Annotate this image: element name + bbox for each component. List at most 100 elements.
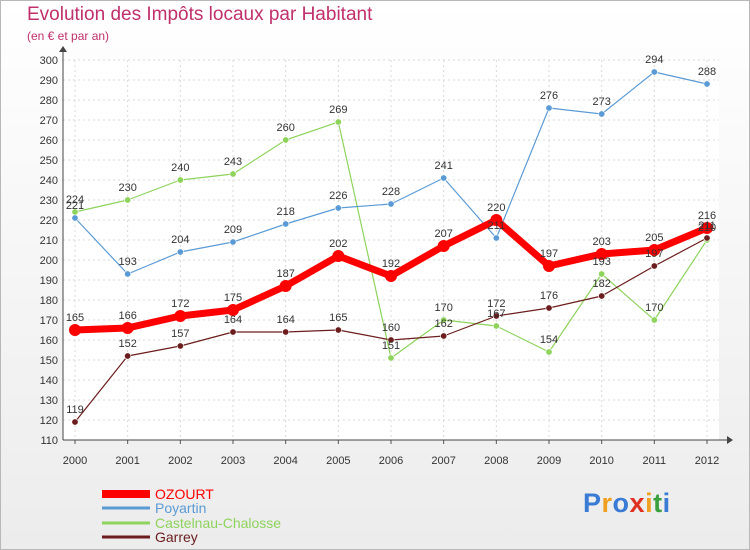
proxiti-logo: Proxiti [583, 488, 671, 519]
data-point [282, 328, 290, 336]
x-tick-label: 2012 [695, 455, 719, 467]
data-point [385, 270, 397, 282]
axes [59, 46, 733, 444]
data-label: 269 [329, 104, 347, 116]
data-label: 218 [276, 206, 294, 218]
data-point [492, 322, 500, 330]
y-tick-label: 170 [40, 315, 58, 327]
data-point [490, 214, 503, 226]
data-point [545, 348, 553, 356]
data-point [229, 170, 237, 178]
data-point [174, 310, 187, 322]
tick-labels: 110 120 130 140 150 160 170 180 190 200 210 220 230 2… [40, 55, 720, 467]
data-label: 164 [276, 314, 294, 326]
y-tick-label: 250 [40, 155, 58, 167]
y-tick-label: 110 [40, 435, 58, 447]
logo-letter: t [653, 488, 663, 518]
data-point [598, 292, 606, 300]
data-label: 204 [171, 234, 189, 246]
y-tick-label: 160 [40, 335, 58, 347]
data-point [440, 174, 448, 182]
y-tick-label: 280 [40, 95, 58, 107]
legend-entry: Poyartin [155, 500, 206, 516]
data-label: 230 [118, 182, 136, 194]
data-label: 152 [118, 338, 136, 350]
y-axis-arrow [59, 46, 67, 52]
logo-letter: i [645, 488, 654, 518]
legend-entry: OZOURT [155, 486, 214, 502]
data-label: 294 [645, 54, 663, 66]
data-point [701, 222, 713, 234]
data-point [387, 354, 395, 362]
y-tick-label: 180 [40, 295, 58, 307]
x-tick-label: 2011 [643, 455, 667, 467]
data-point [648, 244, 661, 256]
data-point [440, 316, 448, 324]
x-tick-label: 2008 [484, 455, 508, 467]
data-label: 170 [645, 302, 663, 314]
data-label: 202 [329, 238, 347, 250]
y-tick-label: 190 [40, 275, 58, 287]
data-point [387, 336, 395, 344]
data-label: 160 [382, 322, 400, 334]
data-label: 154 [540, 334, 558, 346]
data-label: 166 [118, 310, 136, 322]
y-tick-label: 230 [40, 195, 58, 207]
data-label: 187 [276, 268, 294, 280]
data-label: 197 [645, 248, 663, 260]
y-tick-label: 220 [40, 215, 58, 227]
logo-letter: o [612, 488, 630, 518]
data-point [124, 196, 132, 204]
series-lines [69, 68, 713, 426]
y-tick-label: 120 [40, 415, 58, 427]
x-tick-label: 2001 [115, 455, 139, 467]
x-tick-label: 2005 [326, 455, 350, 467]
data-point [598, 110, 606, 118]
legend-entry: Castelnau-Chalosse [155, 515, 281, 531]
data-label: 193 [592, 256, 610, 268]
data-point [121, 322, 134, 334]
data-point [279, 280, 292, 292]
data-label: 240 [171, 162, 189, 174]
data-point [176, 176, 184, 184]
data-label: 241 [434, 160, 452, 172]
x-tick-label: 2000 [63, 455, 87, 467]
y-tick-label: 130 [40, 395, 58, 407]
y-tick-label: 260 [40, 135, 58, 147]
data-label: 164 [224, 314, 242, 326]
y-tick-label: 300 [40, 55, 58, 67]
data-point [650, 68, 658, 76]
y-tick-label: 150 [40, 355, 58, 367]
data-label: 224 [66, 194, 84, 206]
data-point [124, 270, 132, 278]
data-label: 172 [171, 298, 189, 310]
data-label: 210 [698, 222, 716, 234]
data-label: 197 [540, 248, 558, 260]
x-tick-label: 2004 [273, 455, 297, 467]
data-point [69, 324, 81, 336]
data-label: 151 [382, 340, 400, 352]
data-label: 167 [487, 308, 505, 320]
x-tick-label: 2007 [431, 455, 455, 467]
x-axis-arrow [727, 436, 733, 444]
data-point [334, 118, 342, 126]
logo-letter: r [601, 488, 613, 518]
data-point [334, 204, 342, 212]
data-label: 211 [698, 220, 716, 232]
data-point [334, 326, 342, 334]
data-point [703, 80, 711, 88]
data-label: 216 [698, 210, 716, 222]
data-label: 228 [382, 186, 400, 198]
data-label: 243 [224, 156, 242, 168]
logo-letter: i [662, 488, 671, 518]
data-point [332, 250, 345, 262]
data-label: 176 [540, 290, 558, 302]
data-label: 220 [487, 202, 505, 214]
data-label: 273 [592, 96, 610, 108]
y-tick-label: 240 [40, 175, 58, 187]
x-tick-label: 2009 [537, 455, 561, 467]
data-point [227, 304, 239, 316]
data-label: 207 [434, 228, 452, 240]
chart-title: Evolution des Impôts locaux par Habitant [27, 4, 373, 25]
data-point [437, 240, 450, 252]
